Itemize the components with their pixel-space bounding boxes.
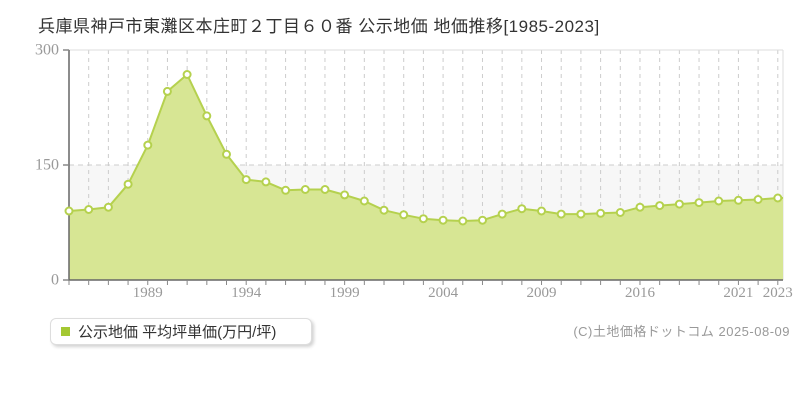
data-point-marker <box>458 216 468 226</box>
data-point-marker <box>103 202 113 212</box>
data-point-marker <box>340 190 350 200</box>
data-point-marker <box>537 206 546 216</box>
legend-label: 公示地価 平均坪単価(万円/坪) <box>78 324 277 341</box>
data-point-marker <box>714 196 724 206</box>
x-tick-label: 1989 <box>133 285 163 301</box>
page-title: 兵庫県神戸市東灘区本庄町２丁目６０番 公示地価 地価推移[1985-2023] <box>38 17 600 36</box>
data-point-marker <box>674 199 684 209</box>
series-marker-icon <box>61 327 70 336</box>
data-point-marker <box>320 185 330 194</box>
data-point-marker <box>478 215 487 225</box>
y-tick-label: 0 <box>51 272 59 289</box>
y-tick-label: 300 <box>35 42 59 59</box>
data-point-marker <box>261 177 271 187</box>
data-point-marker <box>202 111 212 121</box>
data-point-marker <box>615 208 625 217</box>
data-point-marker <box>300 185 310 194</box>
data-point-marker <box>694 198 704 208</box>
data-point-marker <box>241 175 251 185</box>
data-point-marker <box>497 209 507 219</box>
data-point-marker <box>162 86 172 96</box>
data-point-marker <box>143 140 153 150</box>
data-point-marker <box>182 70 192 79</box>
x-tick-label: 1999 <box>330 285 360 301</box>
data-point-marker <box>418 214 428 224</box>
data-point-marker <box>773 193 783 203</box>
data-point-marker <box>655 201 665 211</box>
data-point-marker <box>123 179 133 189</box>
x-tick-label: 1994 <box>231 285 262 301</box>
x-tick-label: 2004 <box>428 285 459 301</box>
series-area-fill <box>69 74 783 280</box>
x-tick-label: 2009 <box>527 285 557 301</box>
data-point-marker <box>517 204 527 214</box>
data-point-marker <box>379 205 389 215</box>
copyright-text: (C)土地価格ドットコム 2025-08-09 <box>573 324 790 339</box>
data-point-marker <box>556 209 566 219</box>
y-tick-label: 150 <box>35 157 59 174</box>
data-point-marker <box>753 195 763 204</box>
data-point-marker <box>576 209 586 219</box>
data-point-marker <box>222 149 231 159</box>
x-tick-label: 2021 <box>723 285 753 301</box>
data-point-marker <box>596 208 606 218</box>
data-point-marker <box>281 185 291 195</box>
data-point-marker <box>438 215 448 225</box>
x-tick-label: 2016 <box>625 285 656 301</box>
data-point-marker <box>733 195 743 205</box>
x-tick-label: 2023 <box>763 285 793 301</box>
data-point-marker <box>359 196 369 206</box>
data-point-marker <box>84 205 94 214</box>
legend: 公示地価 平均坪単価(万円/坪) <box>50 318 312 345</box>
data-point-marker <box>399 210 409 220</box>
data-point-marker <box>635 202 645 212</box>
data-point-marker <box>64 206 74 216</box>
